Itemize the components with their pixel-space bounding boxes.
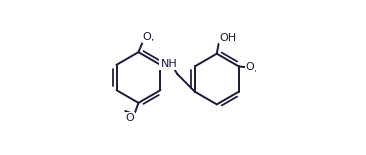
Text: O: O	[143, 33, 152, 42]
Text: O: O	[245, 62, 254, 72]
Text: OH: OH	[219, 33, 236, 43]
Text: NH: NH	[160, 59, 177, 69]
Text: O: O	[126, 113, 135, 123]
